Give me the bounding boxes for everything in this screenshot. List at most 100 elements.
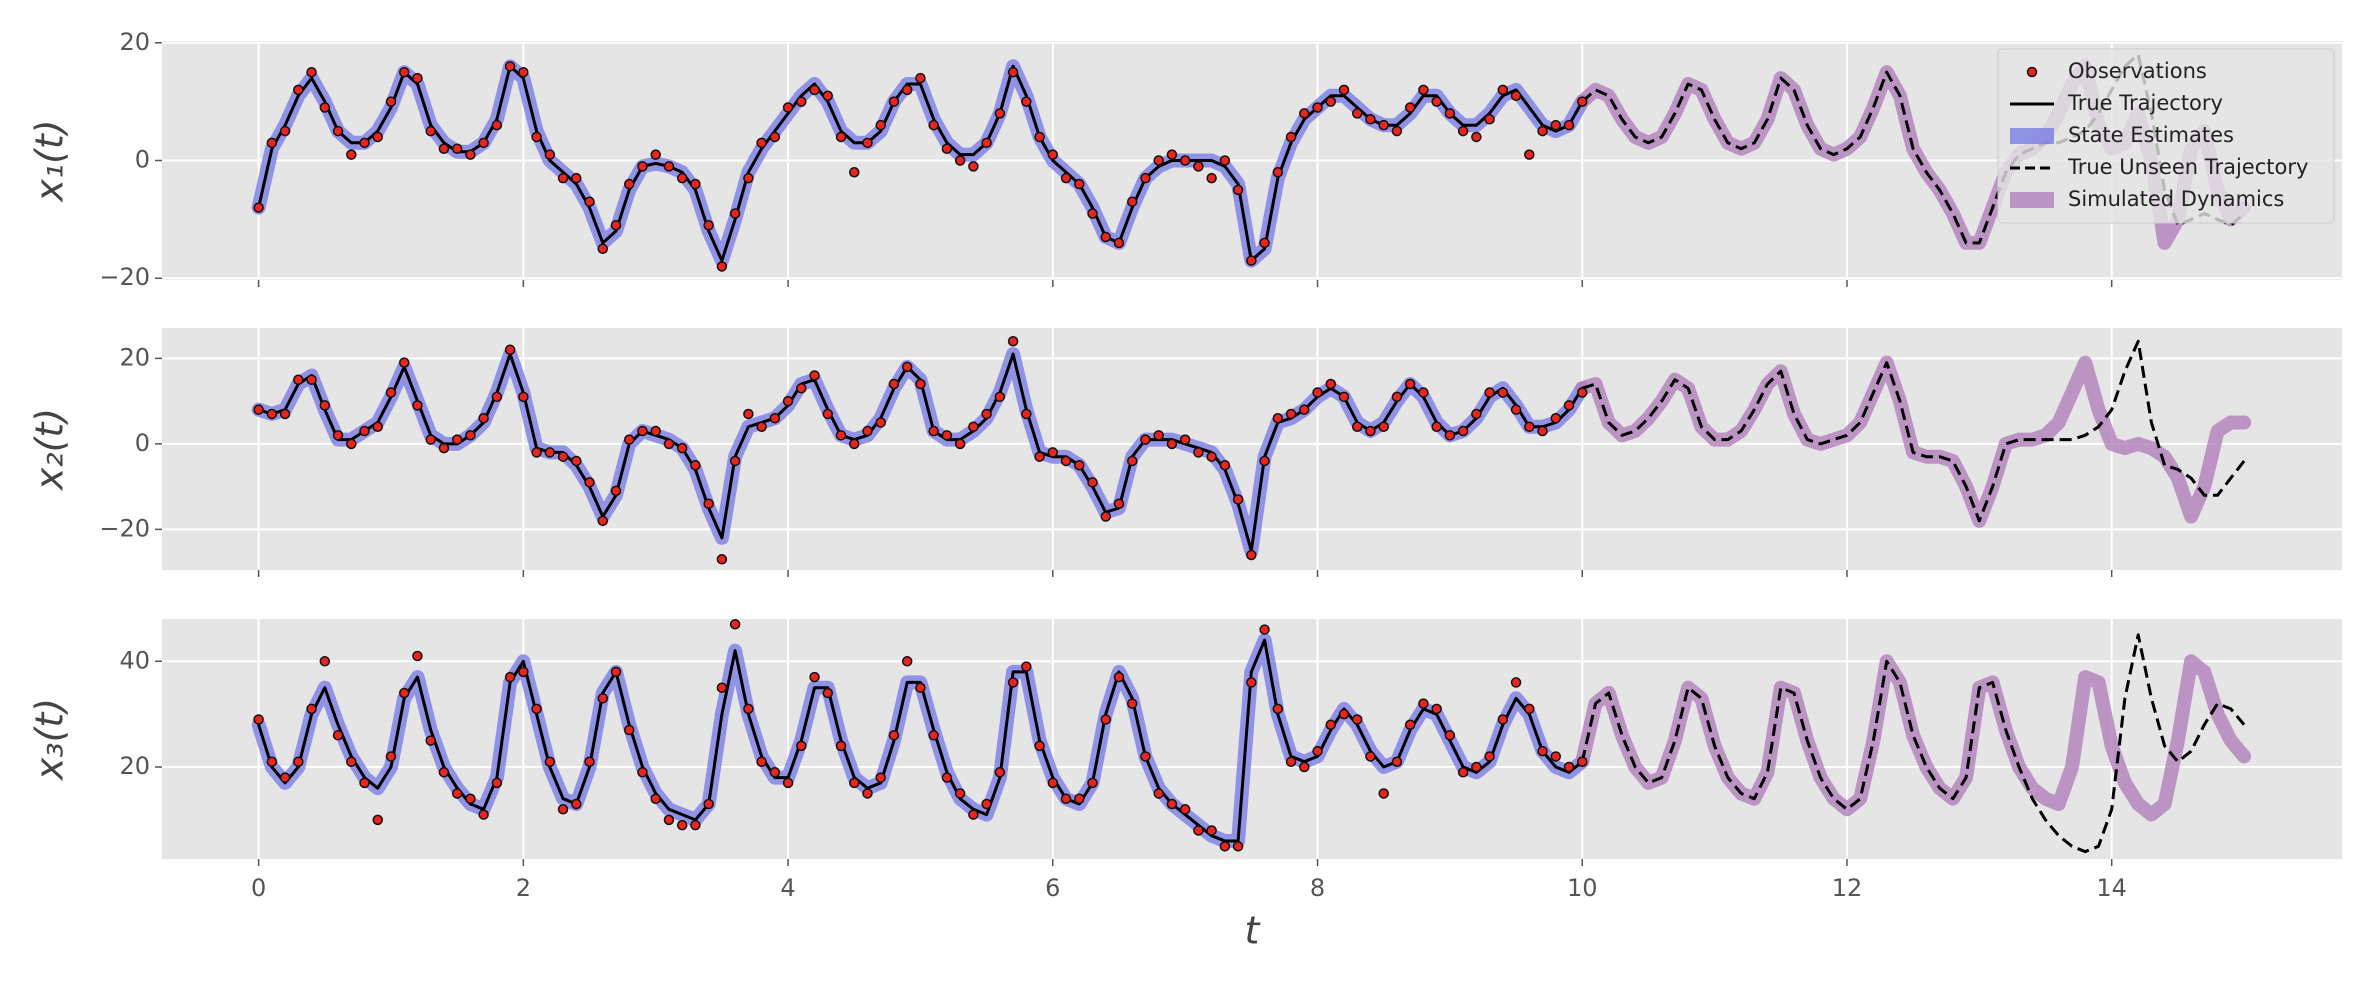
observation-point (1325, 719, 1337, 730)
observation-point (544, 756, 556, 767)
observation-point (385, 96, 397, 107)
observation-point (1113, 671, 1125, 683)
observation-point (597, 515, 609, 527)
observation-point (372, 421, 383, 433)
observation-point (888, 378, 900, 390)
observation-point (1100, 231, 1111, 243)
observation-point (518, 391, 529, 403)
observation-point (743, 408, 754, 420)
observation-point (676, 172, 688, 184)
observation-point (637, 161, 648, 172)
observation-point (1153, 155, 1164, 166)
observation-point (690, 819, 701, 831)
observation-point (584, 196, 595, 207)
observation-point (438, 442, 450, 454)
x-tick-label: 4 (780, 874, 795, 902)
observation-point (1259, 237, 1270, 249)
observation-point (1060, 793, 1072, 804)
observation-point (1060, 455, 1072, 467)
observation-point (941, 772, 953, 783)
observation-point (1246, 255, 1257, 266)
observation-point (968, 421, 979, 433)
observation-point (266, 137, 278, 149)
observation-point (398, 357, 410, 368)
observation-point (1444, 108, 1456, 119)
observation-point (1232, 494, 1244, 505)
observation-point (729, 208, 741, 219)
observation-point (412, 72, 423, 84)
observation-point (531, 703, 542, 715)
observation-point (1404, 719, 1416, 730)
observation-point (862, 425, 873, 437)
observation-point (756, 421, 767, 433)
observation-point (1510, 404, 1522, 415)
observation-point (491, 119, 503, 131)
observation-point (954, 155, 966, 166)
observation-point (319, 400, 331, 411)
observation-point (703, 498, 714, 509)
observation-point (690, 178, 701, 190)
observation-point (1206, 825, 1217, 836)
observation-point (1312, 387, 1323, 398)
observation-point (1524, 703, 1535, 715)
observation-point (1497, 714, 1509, 725)
observation-point (1074, 793, 1085, 804)
observation-point (1166, 149, 1178, 160)
observation-point (1537, 745, 1548, 757)
observation-point (1219, 155, 1231, 166)
observation-point (875, 772, 886, 783)
observation-point (650, 425, 661, 437)
legend-label: Simulated Dynamics (2068, 187, 2284, 211)
observation-point (954, 438, 966, 450)
observation-point (1418, 698, 1429, 709)
legend-marker (2026, 66, 2038, 78)
observation-point (306, 66, 317, 78)
observation-point (1524, 149, 1535, 160)
observation-point (1299, 761, 1310, 773)
observation-point (597, 243, 609, 255)
observation-point (1206, 451, 1217, 462)
observation-point (637, 767, 648, 778)
observation-point (1179, 434, 1191, 445)
observation-point (571, 798, 582, 810)
observation-point (941, 430, 953, 441)
observation-point (1576, 387, 1588, 398)
observation-point (557, 172, 569, 184)
observation-point (1272, 703, 1284, 715)
observation-point (782, 777, 794, 789)
y-tick-label: 0 (135, 146, 150, 174)
observation-point (623, 724, 635, 736)
observation-point (888, 96, 900, 107)
observation-point (1153, 788, 1164, 799)
observation-point (372, 131, 383, 143)
observation-point (1365, 425, 1376, 437)
observation-point (1246, 677, 1257, 688)
observation-point (1351, 421, 1363, 433)
observation-point (1391, 391, 1403, 403)
observation-point (465, 149, 476, 160)
observation-point (901, 84, 913, 96)
observation-point (809, 370, 820, 381)
observation-point (1140, 172, 1151, 184)
observation-point (1193, 825, 1204, 836)
observation-point (981, 798, 992, 810)
observation-point (1484, 387, 1495, 398)
observation-point (1550, 119, 1562, 131)
observation-point (1219, 841, 1231, 852)
observation-point (743, 703, 754, 715)
x-tick-label: 14 (2096, 874, 2127, 902)
observation-point (782, 395, 794, 407)
observation-point (1338, 708, 1350, 720)
observation-point (359, 777, 370, 789)
observation-point (1378, 788, 1389, 799)
observation-point (796, 740, 807, 752)
observation-point (888, 730, 900, 741)
observation-point (769, 131, 781, 143)
observation-point (293, 374, 304, 385)
observation-point (1563, 761, 1575, 773)
observation-point (372, 814, 383, 826)
observation-point (1576, 756, 1588, 767)
x-tick-label: 2 (516, 874, 531, 902)
observation-point (346, 438, 357, 450)
observation-point (465, 793, 476, 804)
